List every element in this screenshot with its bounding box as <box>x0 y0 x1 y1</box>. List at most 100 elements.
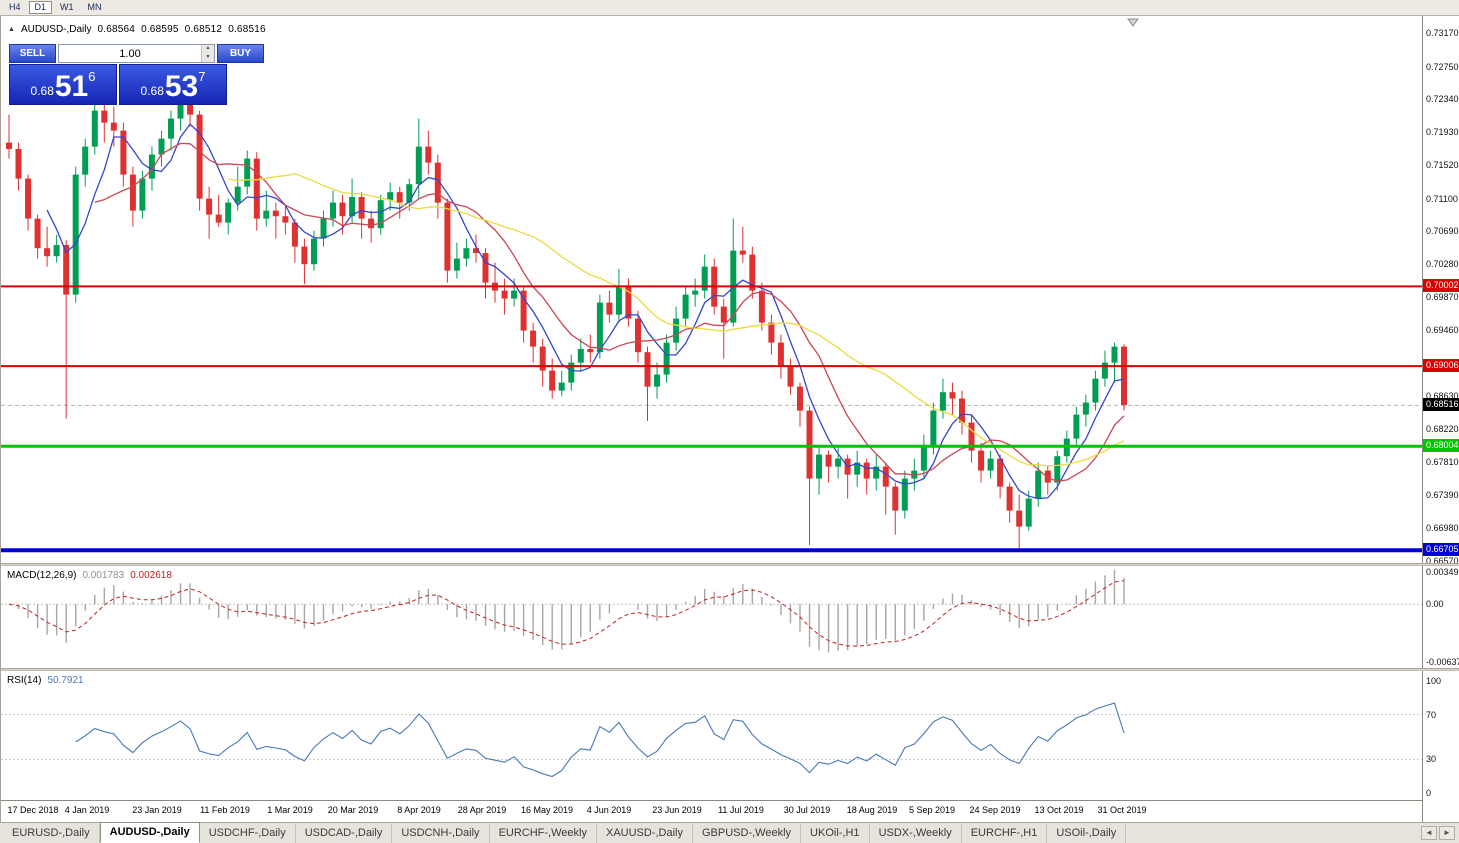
price-axis-label: 0.66570 <box>1426 556 1459 566</box>
date-axis-label: 4 Jan 2019 <box>64 805 110 815</box>
volume-field: ▲ ▼ <box>58 44 215 63</box>
main-price-chart[interactable] <box>1 16 1422 563</box>
candle-body <box>1101 362 1108 379</box>
candle-body <box>349 197 356 217</box>
date-axis-label: 17 Dec 2018 <box>7 805 59 815</box>
rsi-line <box>75 702 1125 778</box>
candle-body <box>244 158 251 187</box>
level-price-tag: 0.68004 <box>1423 439 1459 452</box>
tab-list: EURUSD-,Daily AUDUSD-,Daily USDCHF-,Daily U… <box>0 822 1417 843</box>
buy-button[interactable]: BUY <box>217 44 264 63</box>
candle-body <box>206 198 213 215</box>
candle-body <box>644 352 651 387</box>
candle-body <box>15 149 22 179</box>
timeframe-button-w1[interactable]: W1 <box>54 1 80 14</box>
candle-body <box>320 218 327 239</box>
chart-tab-eurusd[interactable]: EURUSD-,Daily <box>3 824 100 843</box>
chart-tab-usoil[interactable]: USOil-,Daily <box>1047 824 1127 843</box>
candle-body <box>920 446 927 471</box>
rsi-indicator-panel[interactable] <box>1 671 1422 800</box>
candle-body <box>377 200 384 229</box>
one-click-collapse-icon[interactable]: ▲ <box>8 26 15 33</box>
candle-body <box>139 178 146 211</box>
candle-body <box>215 214 222 223</box>
volume-spinner-up-icon[interactable]: ▲ <box>205 45 211 51</box>
candle-body <box>1044 470 1051 483</box>
chart-tab-xauusd[interactable]: XAUUSD-,Daily <box>597 824 693 843</box>
candle-body <box>444 202 451 271</box>
volume-input[interactable] <box>59 45 201 62</box>
candle-body <box>949 392 956 399</box>
time-axis[interactable]: 17 Dec 2018 4 Jan 2019 23 Jan 2019 11 Feb 2… <box>1 800 1422 822</box>
timeframe-button-mn[interactable]: MN <box>81 1 108 14</box>
candle-body <box>282 216 289 223</box>
price-axis-label: 0.69460 <box>1426 325 1459 335</box>
candle-body <box>501 290 508 299</box>
timeframe-button-d1[interactable]: D1 <box>28 1 53 14</box>
buy-price-prefix: 0.68 <box>140 84 164 98</box>
chart-tab-usdchf[interactable]: USDCHF-,Daily <box>200 824 296 843</box>
macd-indicator-panel[interactable] <box>1 566 1422 668</box>
level-price-tag: 0.66705 <box>1423 543 1459 556</box>
chart-tab-usdx[interactable]: USDX-,Weekly <box>870 824 962 843</box>
buy-price-big: 53 <box>164 70 199 103</box>
chart-header: ▲ AUDUSD-,Daily 0.68564 0.68595 0.68512 … <box>8 24 266 35</box>
macd-axis-label: -0.00637 <box>1426 657 1459 667</box>
chart-tab-ukoil[interactable]: UKOil-,H1 <box>801 824 870 843</box>
candle-body <box>873 466 880 479</box>
candle-body <box>1073 414 1080 439</box>
candle-body <box>806 410 813 479</box>
candle-body <box>272 210 279 217</box>
volume-spinner-down-icon[interactable]: ▼ <box>205 53 211 60</box>
candle-body <box>82 146 89 175</box>
sell-button[interactable]: SELL <box>9 44 56 63</box>
timeframe-button-h4[interactable]: H4 <box>3 1 27 14</box>
price-axis-label: 0.67390 <box>1426 490 1459 500</box>
sell-price-display[interactable]: 0.68 51 6 <box>9 64 117 105</box>
tab-scroll-left-icon[interactable]: ◄ <box>1421 826 1437 840</box>
date-axis-label: 30 Jul 2019 <box>783 805 831 815</box>
candle-body <box>358 197 365 219</box>
candle-body <box>511 290 518 299</box>
buy-price-display[interactable]: 0.68 53 7 <box>119 64 227 105</box>
price-axis[interactable]: 0.73170 0.72750 0.72340 0.71930 0.71520 0.711… <box>1422 16 1459 822</box>
sell-price-pip: 6 <box>88 69 96 84</box>
candle-body <box>1054 456 1061 483</box>
panel-splitter[interactable] <box>1 668 1459 671</box>
chart-tab-gbpusd[interactable]: GBPUSD-,Weekly <box>693 824 802 843</box>
tab-scroll-right-icon[interactable]: ► <box>1439 826 1455 840</box>
chart-tab-usdcnh[interactable]: USDCNH-,Daily <box>392 824 490 843</box>
candle-body <box>120 130 127 175</box>
chart-tab-eurchf[interactable]: EURCHF-,H1 <box>962 824 1048 843</box>
ohlc-high: 0.68595 <box>141 24 179 35</box>
candle-body <box>234 186 241 203</box>
date-axis-label: 18 Aug 2019 <box>846 805 898 815</box>
rsi-axis-label: 0 <box>1426 788 1432 798</box>
candle-body <box>863 462 870 479</box>
candle-body <box>1025 498 1032 527</box>
candle-body <box>758 290 765 323</box>
candle-body <box>339 202 346 217</box>
chart-window: ▲ AUDUSD-,Daily 0.68564 0.68595 0.68512 … <box>0 16 1459 822</box>
candle-body <box>987 458 994 471</box>
candle-body <box>34 218 41 249</box>
macd-signal-line <box>8 580 1125 647</box>
chart-tab-eurchf[interactable]: EURCHF-,Weekly <box>490 824 597 843</box>
candle-body <box>415 146 422 185</box>
one-click-trading-panel: SELL ▲ ▼ BUY 0.68 51 6 0.68 <box>9 44 264 105</box>
date-axis-label: 28 Apr 2019 <box>457 805 507 815</box>
candle-body <box>930 410 937 447</box>
candle-body <box>311 238 317 265</box>
chart-tab-audusd[interactable]: AUDUSD-,Daily <box>99 822 200 843</box>
chart-tab-usdcad[interactable]: USDCAD-,Daily <box>296 824 393 843</box>
candle-body <box>701 266 708 291</box>
candle-body <box>768 322 775 343</box>
candle-body <box>635 318 641 353</box>
ohlc-low: 0.68512 <box>184 24 223 35</box>
candle-body <box>825 454 832 467</box>
panel-splitter[interactable] <box>1 563 1459 566</box>
candle-body <box>673 318 680 343</box>
candle-body <box>53 245 60 257</box>
candle-body <box>368 218 375 229</box>
date-axis-label: 8 Apr 2019 <box>397 805 441 815</box>
